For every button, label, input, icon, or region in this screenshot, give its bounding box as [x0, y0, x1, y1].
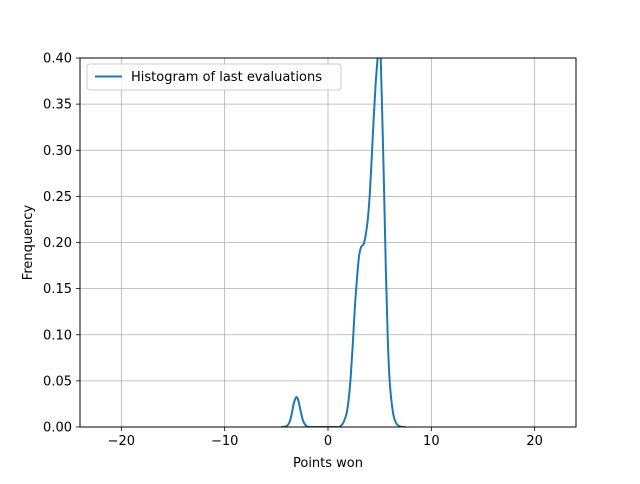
y-tick-label: 0.05	[43, 374, 72, 389]
x-tick-label: −10	[211, 434, 238, 449]
x-tick-label: 20	[526, 434, 543, 449]
legend-label: Histogram of last evaluations	[131, 70, 322, 85]
y-tick-label: 0.20	[43, 236, 72, 251]
y-tick-label: 0.10	[43, 328, 72, 343]
y-tick-label: 0.15	[43, 282, 72, 297]
legend: Histogram of last evaluations	[86, 63, 342, 91]
y-tick-label: 0.30	[43, 144, 72, 159]
series-line-histogram-of-last-evaluations	[281, 58, 406, 427]
y-tick-label: 0.35	[43, 98, 72, 113]
y-axis-label: Frenquency	[21, 204, 36, 280]
y-tick-label: 0.00	[43, 421, 72, 436]
x-tick-label: −20	[108, 434, 135, 449]
series-layer	[281, 58, 406, 427]
x-axis: −20 −10 0 10 20	[108, 427, 543, 449]
y-tick-label: 0.25	[43, 190, 72, 205]
x-tick-label: 0	[324, 434, 332, 449]
x-tick-label: 10	[423, 434, 440, 449]
y-tick-label: 0.40	[43, 52, 72, 67]
legend-box	[86, 63, 342, 91]
x-axis-label: Points won	[293, 456, 363, 471]
y-axis: 0.00 0.05 0.10 0.15 0.20 0.25 0.30 0.35 0.40	[43, 52, 80, 436]
